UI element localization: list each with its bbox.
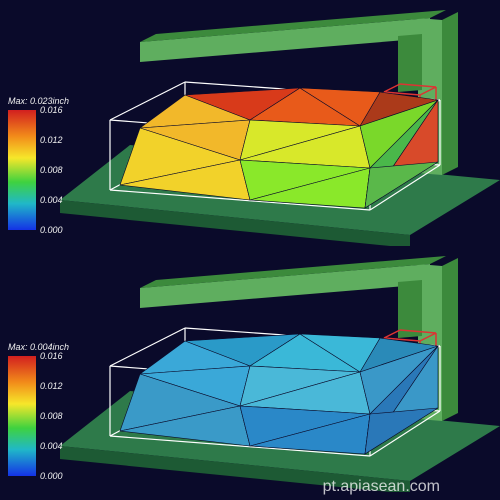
legend-tick: 0.004 xyxy=(40,441,63,451)
legend-tick: 0.016 xyxy=(40,351,63,361)
legend-tick: 0.012 xyxy=(40,135,63,145)
legend-tick: 0.008 xyxy=(40,165,63,175)
legend-tick: 0.008 xyxy=(40,411,63,421)
simulation-panel-1: Max: 0.004inch0.0160.0120.0080.0040.000 xyxy=(0,246,500,492)
color-legend: Max: 0.023inch0.0160.0120.0080.0040.000 xyxy=(8,96,90,236)
legend-tick: 0.016 xyxy=(40,105,63,115)
color-legend: Max: 0.004inch0.0160.0120.0080.0040.000 xyxy=(8,342,90,482)
watermark-text: pt.apiasean.com xyxy=(323,478,440,496)
legend-tick: 0.000 xyxy=(40,225,63,235)
simulation-panel-0: Max: 0.023inch0.0160.0120.0080.0040.000 xyxy=(0,0,500,246)
legend-tick: 0.004 xyxy=(40,195,63,205)
legend-tick: 0.012 xyxy=(40,381,63,391)
legend-tick: 0.000 xyxy=(40,471,63,481)
